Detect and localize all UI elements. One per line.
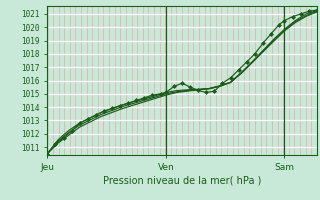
X-axis label: Pression niveau de la mer( hPa ): Pression niveau de la mer( hPa )	[103, 175, 261, 185]
